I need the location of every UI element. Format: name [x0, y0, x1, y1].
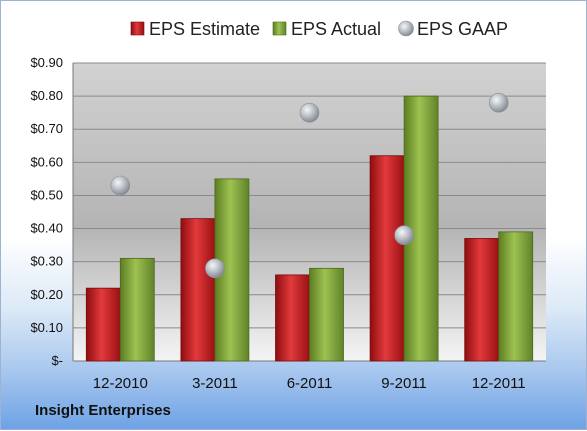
eps-gaap-point — [205, 258, 225, 279]
bars — [85, 95, 534, 362]
y-tick-label: $0.10 — [30, 320, 63, 335]
x-tick-label: 12-2011 — [472, 375, 526, 392]
y-tick-label: $0.90 — [30, 55, 63, 70]
eps-estimate-bar — [275, 274, 310, 362]
legend-eps-gaap: EPS GAAP — [398, 19, 508, 39]
legend-swatch — [272, 21, 287, 36]
x-tick-label: 3-2011 — [192, 375, 238, 392]
legend-swatch — [130, 21, 145, 36]
y-tick-label: $0.60 — [30, 154, 63, 169]
y-tick-label: $0.30 — [30, 254, 63, 269]
x-tick-label: 6-2011 — [287, 375, 333, 392]
y-axis: $- $0.10 $0.20 $0.30 $0.40 $0.50 $0.60 $0.70 $0.… — [30, 55, 74, 368]
y-tick-label: $- — [51, 353, 63, 368]
legend-eps-estimate: EPS Estimate — [130, 19, 260, 39]
gaap-points — [110, 92, 509, 279]
x-tick-label: 12-2010 — [93, 375, 148, 392]
legend-eps-actual: EPS Actual — [272, 19, 381, 39]
eps-actual-bar — [119, 257, 155, 362]
y-tick-label: $0.50 — [30, 187, 63, 202]
eps-gaap-point — [299, 102, 320, 123]
legend-swatch — [398, 20, 414, 37]
eps-estimate-bar — [180, 218, 216, 362]
company-name: Insight Enterprises — [35, 402, 171, 419]
eps-estimate-bar — [464, 238, 500, 362]
eps-gaap-point — [110, 175, 131, 196]
legend: EPS Estimate EPS Actual EPS GAAP — [130, 19, 508, 39]
eps-estimate-bar — [369, 155, 405, 362]
legend-label: EPS GAAP — [417, 19, 508, 39]
x-tick-label: 9-2011 — [381, 375, 427, 392]
y-tick-label: $0.20 — [30, 287, 63, 302]
y-tick-label: $0.70 — [30, 121, 63, 136]
eps-gaap-point — [394, 225, 414, 245]
x-axis: 12-2010 3-2011 6-2011 9-2011 12-2011 — [93, 375, 526, 392]
legend-label: EPS Estimate — [149, 19, 260, 39]
y-tick-label: $0.80 — [30, 88, 63, 103]
eps-actual-bar — [498, 231, 534, 362]
eps-actual-bar — [309, 267, 344, 362]
y-tick-label: $0.40 — [30, 221, 63, 236]
eps-gaap-point — [488, 92, 509, 113]
legend-label: EPS Actual — [291, 19, 381, 39]
eps-estimate-bar — [85, 287, 121, 362]
